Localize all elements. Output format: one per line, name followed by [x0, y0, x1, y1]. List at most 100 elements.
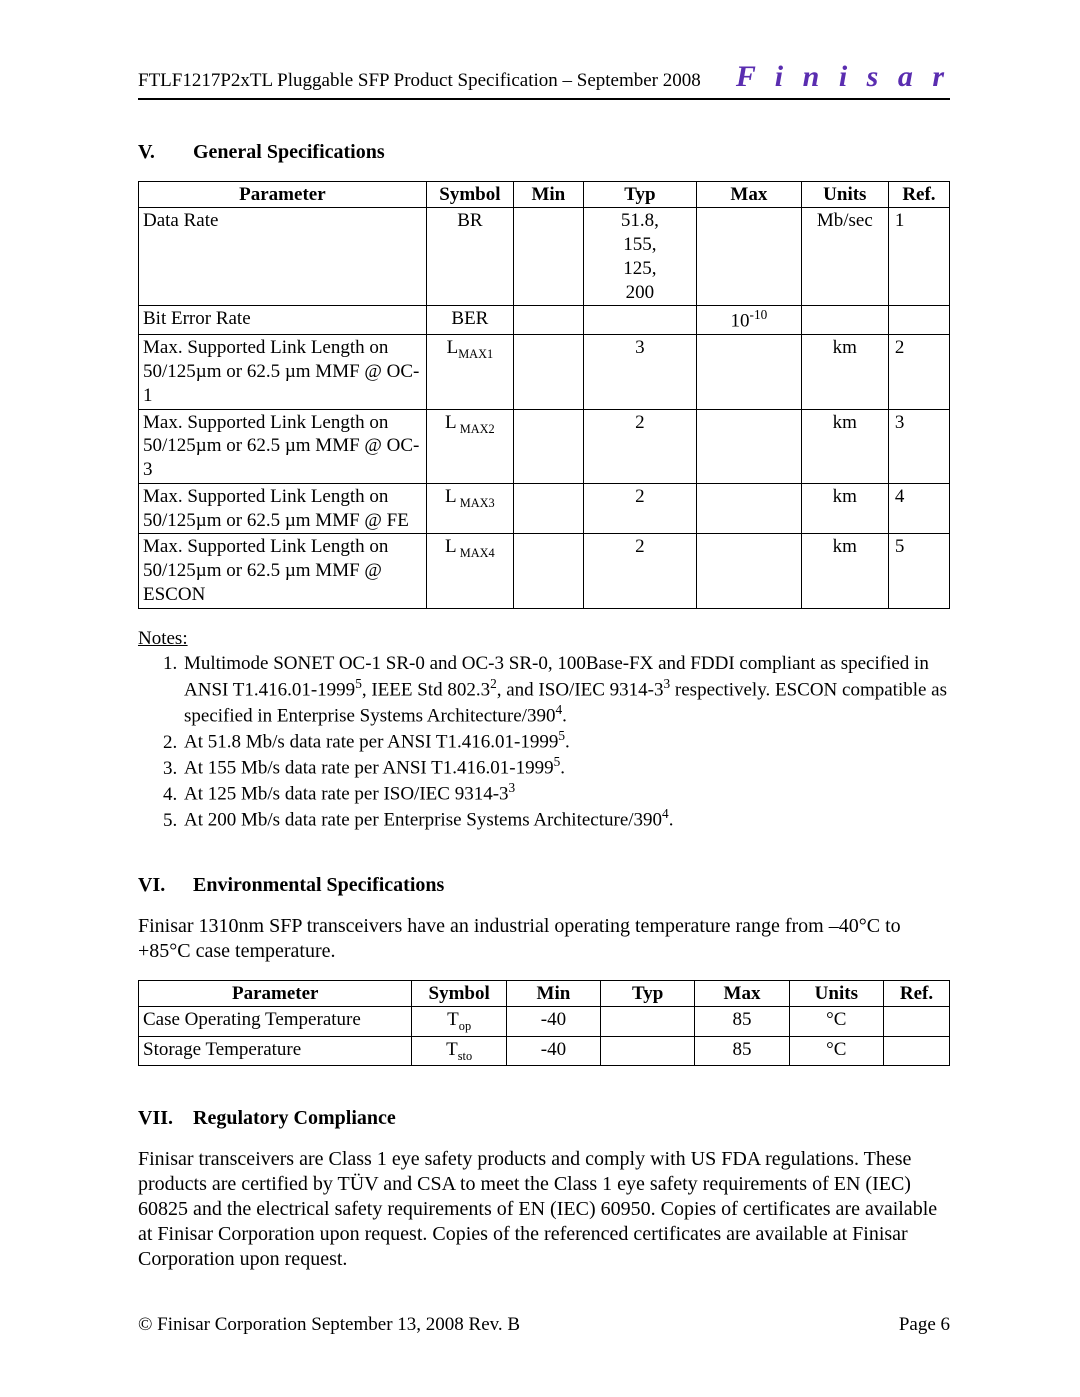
- table-cell: [801, 306, 888, 335]
- table-cell: [697, 335, 802, 409]
- section-v-heading: V. General Specifications: [138, 140, 950, 165]
- th-max: Max: [697, 181, 802, 208]
- section-vi-heading: VI. Environmental Specifications: [138, 873, 950, 898]
- table-row: Max. Supported Link Length on 50/125µm o…: [139, 483, 950, 534]
- table-cell: BER: [426, 306, 513, 335]
- table-cell: 4: [888, 483, 949, 534]
- table-row: Max. Supported Link Length on 50/125µm o…: [139, 534, 950, 608]
- th-typ: Typ: [583, 181, 696, 208]
- th-units: Units: [801, 181, 888, 208]
- table-cell: Top: [412, 1007, 506, 1036]
- table-cell: BR: [426, 208, 513, 306]
- note-item: At 155 Mb/s data rate per ANSI T1.416.01…: [182, 754, 950, 780]
- table-row: Max. Supported Link Length on 50/125µm o…: [139, 409, 950, 483]
- table-cell: 3: [888, 409, 949, 483]
- table-cell: [601, 1036, 695, 1065]
- table-cell: [513, 208, 583, 306]
- table-cell: °C: [789, 1036, 883, 1065]
- table-cell: 2: [583, 483, 696, 534]
- table-cell: 2: [888, 335, 949, 409]
- table-cell: km: [801, 335, 888, 409]
- table-cell: [513, 335, 583, 409]
- table-cell: km: [801, 483, 888, 534]
- table-cell: 5: [888, 534, 949, 608]
- table-cell: [697, 409, 802, 483]
- table-cell: [601, 1007, 695, 1036]
- header-title: FTLF1217P2xTL Pluggable SFP Product Spec…: [138, 69, 701, 93]
- th2-min: Min: [506, 980, 600, 1007]
- table-row: Bit Error RateBER 10-10: [139, 306, 950, 335]
- table-cell: [697, 483, 802, 534]
- notes-label: Notes:: [138, 627, 950, 651]
- table-cell: 85: [695, 1036, 789, 1065]
- section-v-title: General Specifications: [193, 141, 385, 163]
- table-cell: [513, 306, 583, 335]
- th-parameter: Parameter: [139, 181, 427, 208]
- table-cell: 51.8,155,125,200: [583, 208, 696, 306]
- footer-left: © Finisar Corporation September 13, 2008…: [138, 1313, 520, 1337]
- page-footer: © Finisar Corporation September 13, 2008…: [138, 1313, 950, 1337]
- table-cell: [883, 1007, 949, 1036]
- th-min: Min: [513, 181, 583, 208]
- table-cell: Data Rate: [139, 208, 427, 306]
- th2-ref: Ref.: [883, 980, 949, 1007]
- footer-right: Page 6: [899, 1313, 950, 1337]
- table-cell: [583, 306, 696, 335]
- table-cell: Mb/sec: [801, 208, 888, 306]
- note-item: At 200 Mb/s data rate per Enterprise Sys…: [182, 806, 950, 832]
- table-row: Max. Supported Link Length on 50/125µm o…: [139, 335, 950, 409]
- table-cell: Storage Temperature: [139, 1036, 412, 1065]
- th2-symbol: Symbol: [412, 980, 506, 1007]
- table-cell: -40: [506, 1007, 600, 1036]
- table-cell: [513, 483, 583, 534]
- section-v-num: V.: [138, 140, 188, 165]
- section-vii-num: VII.: [138, 1106, 188, 1131]
- th-ref: Ref.: [888, 181, 949, 208]
- note-item: At 51.8 Mb/s data rate per ANSI T1.416.0…: [182, 728, 950, 754]
- table-row: Case Operating TemperatureTop-40 85°C: [139, 1007, 950, 1036]
- table-cell: [513, 409, 583, 483]
- general-spec-table: Parameter Symbol Min Typ Max Units Ref. …: [138, 181, 950, 609]
- table-cell: 1: [888, 208, 949, 306]
- table-cell: Tsto: [412, 1036, 506, 1065]
- table-cell: -40: [506, 1036, 600, 1065]
- table-cell: °C: [789, 1007, 883, 1036]
- section-vii-body: Finisar transceivers are Class 1 eye saf…: [138, 1147, 950, 1272]
- note-item: Multimode SONET OC-1 SR-0 and OC-3 SR-0,…: [182, 652, 950, 728]
- table-cell: L MAX2: [426, 409, 513, 483]
- table-cell: Max. Supported Link Length on 50/125µm o…: [139, 335, 427, 409]
- table-cell: L MAX3: [426, 483, 513, 534]
- table-cell: 3: [583, 335, 696, 409]
- notes-list: Multimode SONET OC-1 SR-0 and OC-3 SR-0,…: [138, 652, 950, 832]
- note-item: At 125 Mb/s data rate per ISO/IEC 9314-3…: [182, 780, 950, 806]
- section-vi-title: Environmental Specifications: [193, 874, 444, 896]
- th2-max: Max: [695, 980, 789, 1007]
- table-cell: 10-10: [697, 306, 802, 335]
- table-cell: Bit Error Rate: [139, 306, 427, 335]
- section-vii-heading: VII. Regulatory Compliance: [138, 1106, 950, 1131]
- section-vii-title: Regulatory Compliance: [193, 1107, 396, 1129]
- section-vi-intro: Finisar 1310nm SFP transceivers have an …: [138, 914, 950, 964]
- section-vi-num: VI.: [138, 873, 188, 898]
- table-cell: Case Operating Temperature: [139, 1007, 412, 1036]
- table-cell: Max. Supported Link Length on 50/125µm o…: [139, 534, 427, 608]
- table-cell: km: [801, 409, 888, 483]
- page-header: FTLF1217P2xTL Pluggable SFP Product Spec…: [138, 58, 950, 100]
- table-cell: [697, 208, 802, 306]
- table-row: Storage TemperatureTsto-40 85°C: [139, 1036, 950, 1065]
- th2-units: Units: [789, 980, 883, 1007]
- th2-parameter: Parameter: [139, 980, 412, 1007]
- table-cell: 85: [695, 1007, 789, 1036]
- table-cell: [513, 534, 583, 608]
- env-spec-table: Parameter Symbol Min Typ Max Units Ref. …: [138, 980, 950, 1066]
- logo: F i n i s a r: [736, 58, 950, 96]
- th2-typ: Typ: [601, 980, 695, 1007]
- table-cell: Max. Supported Link Length on 50/125µm o…: [139, 409, 427, 483]
- table-cell: Max. Supported Link Length on 50/125µm o…: [139, 483, 427, 534]
- table-cell: km: [801, 534, 888, 608]
- table-cell: 2: [583, 409, 696, 483]
- table-cell: [888, 306, 949, 335]
- table-cell: [883, 1036, 949, 1065]
- table-cell: L MAX4: [426, 534, 513, 608]
- table-cell: [697, 534, 802, 608]
